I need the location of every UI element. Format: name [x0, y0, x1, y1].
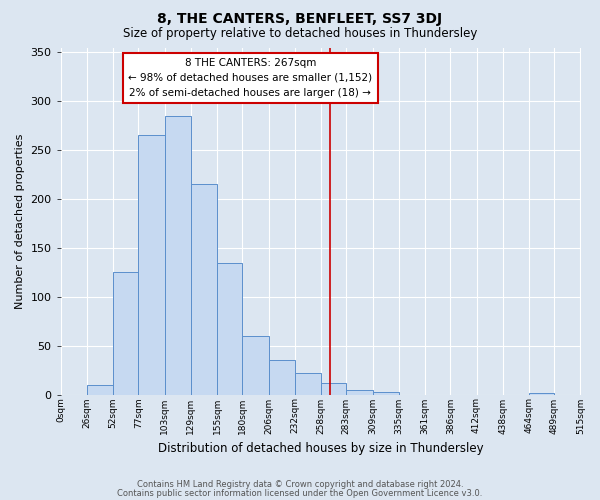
Text: 8, THE CANTERS, BENFLEET, SS7 3DJ: 8, THE CANTERS, BENFLEET, SS7 3DJ — [157, 12, 443, 26]
Bar — [346, 390, 373, 394]
Bar — [373, 392, 399, 394]
Bar — [321, 383, 346, 394]
Bar — [164, 116, 191, 394]
Bar — [529, 392, 554, 394]
Bar — [242, 336, 269, 394]
X-axis label: Distribution of detached houses by size in Thundersley: Distribution of detached houses by size … — [158, 442, 484, 455]
Text: Contains HM Land Registry data © Crown copyright and database right 2024.: Contains HM Land Registry data © Crown c… — [137, 480, 463, 489]
Bar — [191, 184, 217, 394]
Bar — [217, 262, 242, 394]
Bar — [295, 373, 321, 394]
Text: 8 THE CANTERS: 267sqm
← 98% of detached houses are smaller (1,152)
2% of semi-de: 8 THE CANTERS: 267sqm ← 98% of detached … — [128, 58, 373, 98]
Bar — [139, 136, 164, 394]
Y-axis label: Number of detached properties: Number of detached properties — [15, 134, 25, 308]
Bar — [269, 360, 295, 394]
Bar — [87, 384, 113, 394]
Bar — [113, 272, 139, 394]
Text: Contains public sector information licensed under the Open Government Licence v3: Contains public sector information licen… — [118, 488, 482, 498]
Text: Size of property relative to detached houses in Thundersley: Size of property relative to detached ho… — [123, 28, 477, 40]
